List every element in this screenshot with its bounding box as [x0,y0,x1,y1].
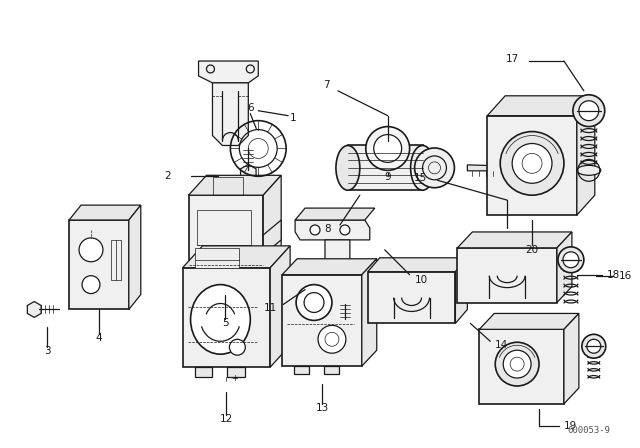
Circle shape [563,252,579,268]
Polygon shape [263,175,281,289]
Bar [204,250,221,271]
Polygon shape [487,116,577,215]
Circle shape [510,357,524,371]
Polygon shape [182,246,290,268]
Bar [294,366,309,374]
Polygon shape [458,232,572,248]
Polygon shape [362,259,377,366]
Circle shape [229,339,245,355]
Ellipse shape [411,146,435,190]
Text: 11: 11 [264,303,277,314]
Circle shape [512,143,552,183]
Text: 15: 15 [414,173,428,183]
Text: 20: 20 [525,245,539,255]
Polygon shape [458,248,557,302]
Text: 000053-9: 000053-9 [567,426,611,435]
Text: 18: 18 [607,270,620,280]
Polygon shape [129,205,141,310]
Polygon shape [241,164,256,182]
Bar [196,210,252,245]
Text: 13: 13 [316,403,328,413]
Bar [111,240,121,280]
Polygon shape [282,259,377,275]
Circle shape [582,334,605,358]
Ellipse shape [191,284,250,354]
Text: 1: 1 [290,112,297,123]
Polygon shape [263,220,281,255]
Text: 19: 19 [564,421,577,431]
Polygon shape [368,258,467,271]
Polygon shape [212,83,248,146]
Circle shape [503,350,531,378]
Circle shape [82,276,100,293]
Polygon shape [295,208,375,220]
Text: 5: 5 [222,319,228,328]
Circle shape [495,342,539,386]
Circle shape [340,225,350,235]
Text: 8: 8 [324,224,332,234]
Text: 4: 4 [95,333,102,343]
Polygon shape [564,314,579,404]
Bar [348,146,422,190]
Ellipse shape [336,146,360,190]
Bar [195,248,239,268]
Polygon shape [487,96,595,116]
Ellipse shape [237,179,259,189]
Text: 17: 17 [506,54,519,64]
Polygon shape [295,220,370,240]
Text: 9: 9 [385,172,391,182]
Circle shape [579,101,599,121]
Circle shape [573,95,605,127]
Circle shape [207,255,218,267]
Text: 2: 2 [164,171,171,181]
Text: 7: 7 [323,80,330,90]
Ellipse shape [577,165,601,175]
Text: 10: 10 [415,275,428,284]
Circle shape [366,127,410,170]
Text: 6: 6 [247,103,253,113]
Circle shape [79,238,103,262]
Circle shape [415,148,454,188]
Circle shape [522,154,542,173]
Polygon shape [456,258,467,323]
Circle shape [374,134,402,162]
Polygon shape [337,286,353,303]
Circle shape [558,247,584,273]
Polygon shape [557,232,572,302]
Circle shape [296,284,332,320]
Circle shape [304,293,324,312]
Polygon shape [282,275,362,366]
Polygon shape [577,96,595,215]
Circle shape [500,132,564,195]
Polygon shape [28,302,41,318]
Circle shape [325,332,339,346]
Polygon shape [467,165,502,171]
Circle shape [496,152,528,184]
Polygon shape [270,246,290,367]
Polygon shape [198,61,259,83]
Polygon shape [368,271,456,323]
Bar [324,366,339,374]
Polygon shape [69,220,129,310]
Text: 14: 14 [495,340,509,350]
Circle shape [503,159,521,177]
Circle shape [587,339,601,353]
Circle shape [318,325,346,353]
Polygon shape [189,175,281,195]
Polygon shape [189,195,263,289]
Polygon shape [69,205,141,220]
Polygon shape [479,329,564,404]
Circle shape [310,225,320,235]
Text: 12: 12 [220,414,233,424]
Polygon shape [325,240,350,284]
Bar [227,367,245,377]
Bar [214,177,243,195]
Text: 16: 16 [619,271,632,281]
Polygon shape [182,268,270,367]
Text: +: + [232,374,238,383]
Polygon shape [479,314,579,329]
Text: 3: 3 [44,346,51,356]
Bar [195,367,212,377]
